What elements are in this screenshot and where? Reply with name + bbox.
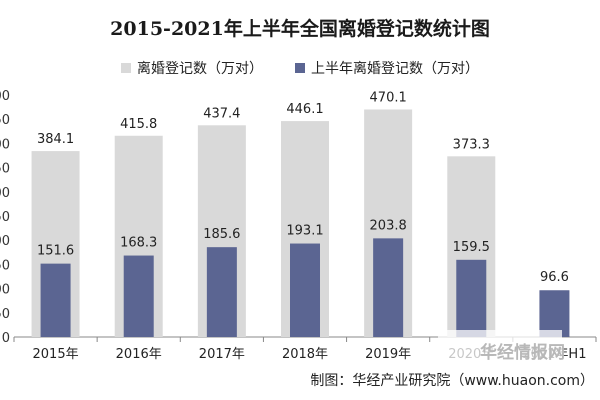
legend-swatch-total (121, 63, 131, 73)
data-label-total-1: 415.8 (120, 117, 157, 132)
x-category-label-3: 2018年 (282, 347, 328, 362)
data-label-total-5: 373.3 (453, 137, 490, 152)
data-label-total-0: 384.1 (37, 132, 74, 147)
data-label-total-3: 446.1 (286, 102, 323, 117)
bar-h1-6 (539, 290, 570, 337)
data-label-total-4: 470.1 (370, 90, 407, 105)
legend-label-h1: 上半年离婚登记数（万对） (311, 61, 479, 77)
legend-item-h1: 上半年离婚登记数（万对） (295, 58, 479, 78)
y-tick-label-9: 450 (0, 113, 10, 128)
y-tick-label-7: 350 (0, 162, 10, 177)
bar-h1-3 (290, 243, 320, 337)
watermark-text: 华经情报网 (480, 342, 565, 363)
x-category-label-2: 2017年 (199, 347, 245, 362)
data-label-h1-0: 151.6 (37, 244, 74, 259)
bar-h1-5 (456, 259, 487, 337)
data-label-total-2: 437.4 (203, 106, 240, 121)
y-tick-label-8: 400 (0, 137, 10, 152)
y-tick-label-1: 50 (0, 307, 10, 322)
y-tick-label-2: 100 (0, 283, 10, 298)
legend-item-total: 离婚登记数（万对） (121, 58, 263, 78)
y-tick-label-10: 500 (0, 89, 10, 104)
data-label-h1-2: 185.6 (203, 227, 240, 242)
bar-h1-0 (40, 263, 71, 337)
data-label-h1-3: 193.1 (286, 224, 323, 239)
chart-title: 2015-2021年上半年全国离婚登记数统计图 (110, 18, 490, 40)
data-label-h1-4: 203.8 (370, 218, 407, 233)
x-category-label-4: 2019年 (365, 347, 411, 362)
bar-h1-2 (206, 247, 237, 337)
legend-swatch-h1 (295, 63, 305, 73)
x-category-label-0: 2015年 (33, 347, 79, 362)
legend: 离婚登记数（万对） 上半年离婚登记数（万对） (0, 56, 600, 80)
y-tick-label-3: 150 (0, 258, 10, 273)
data-label-h1-6: 96.6 (540, 270, 569, 285)
y-tick-label-6: 300 (0, 186, 10, 201)
source-footer: 制图：华经产业研究院（www.huaon.com） (310, 373, 594, 389)
y-tick-label-0: 0 (2, 331, 10, 346)
y-tick-label-4: 200 (0, 234, 10, 249)
bar-h1-4 (373, 238, 404, 337)
data-label-h1-5: 159.5 (453, 240, 490, 255)
y-tick-label-5: 250 (0, 210, 10, 225)
legend-label-total: 离婚登记数（万对） (137, 61, 263, 77)
bar-h1-1 (123, 255, 154, 337)
data-label-h1-1: 168.3 (120, 236, 157, 251)
x-category-label-1: 2016年 (116, 347, 162, 362)
watermark: 华经情报网 (438, 330, 565, 370)
